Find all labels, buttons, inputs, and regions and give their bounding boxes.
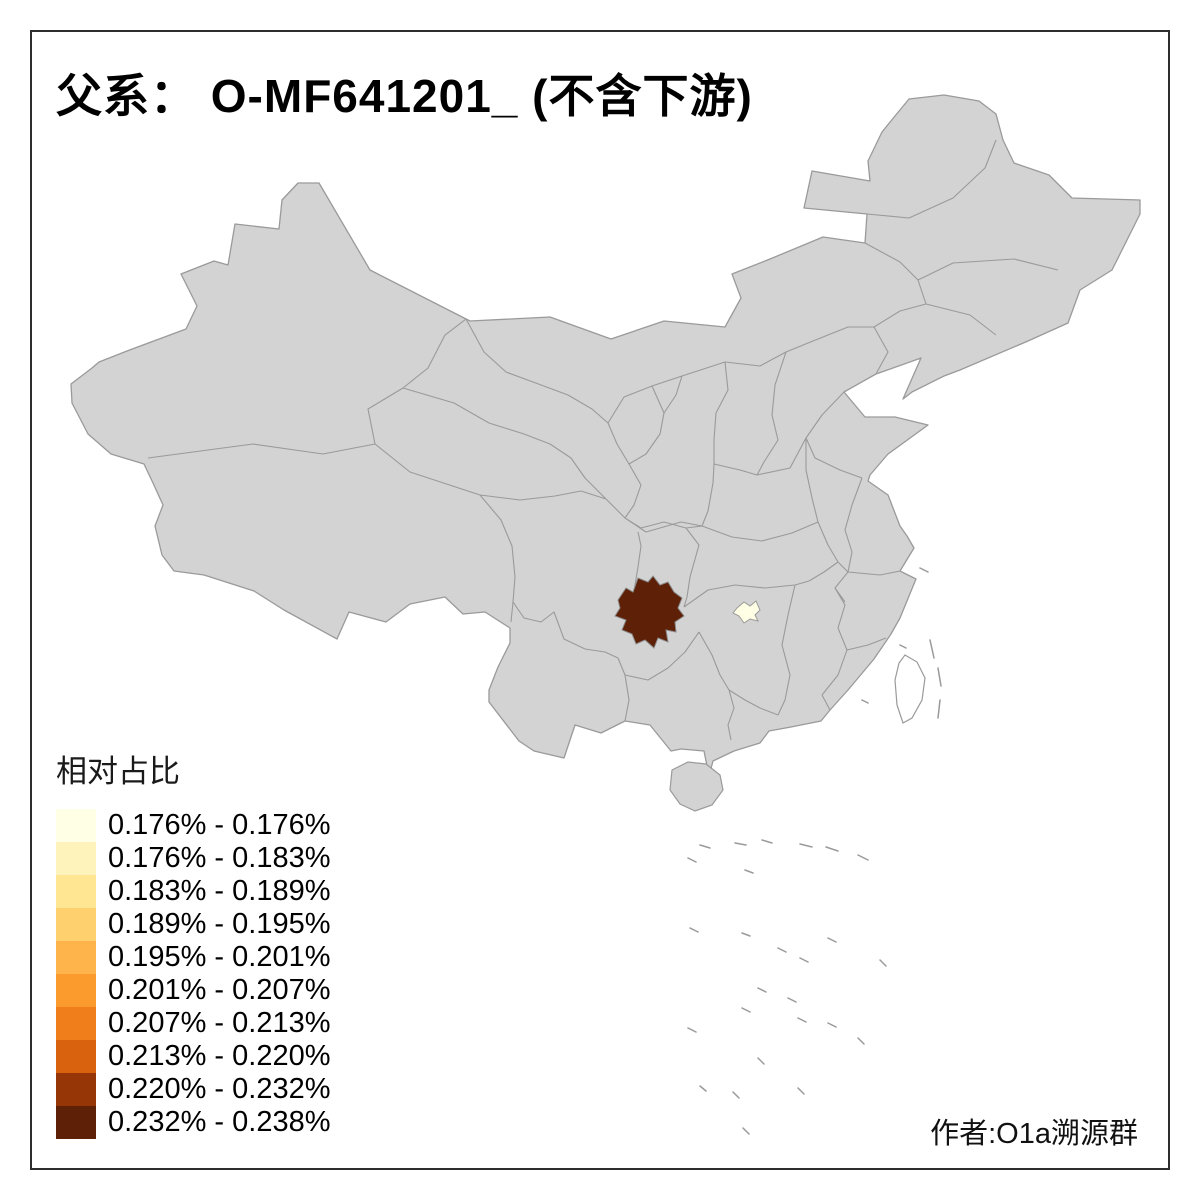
- region-light: [732, 600, 761, 624]
- legend-swatch: [56, 1007, 96, 1040]
- legend-swatch: [56, 1073, 96, 1106]
- legend-swatch: [56, 1040, 96, 1073]
- legend: 相对占比 0.176% - 0.176% 0.176% - 0.183% 0.183…: [56, 746, 330, 1139]
- legend-label: 0.189% - 0.195%: [108, 908, 331, 940]
- region-dark: [614, 575, 685, 649]
- legend-entry: 0.176% - 0.176%: [56, 809, 330, 842]
- legend-label: 0.176% - 0.176%: [108, 809, 331, 841]
- south-china-sea-dashes: [687, 639, 942, 1135]
- page-title: 父系： O-MF641201_ (不含下游): [56, 70, 753, 122]
- legend-label: 0.201% - 0.207%: [108, 974, 331, 1006]
- legend-entry: 0.213% - 0.220%: [56, 1040, 330, 1073]
- legend-swatch: [56, 875, 96, 908]
- legend-swatch: [56, 941, 96, 974]
- legend-entry: 0.195% - 0.201%: [56, 941, 330, 974]
- legend-title: 相对占比: [56, 754, 180, 789]
- legend-entry: 0.220% - 0.232%: [56, 1073, 330, 1106]
- legend-entry: 0.201% - 0.207%: [56, 974, 330, 1007]
- legend-label: 0.220% - 0.232%: [108, 1073, 331, 1105]
- hainan-island: [669, 761, 724, 812]
- taiwan-island: [894, 654, 926, 724]
- province-borders: [147, 139, 1059, 741]
- china-mainland: [70, 94, 1141, 777]
- legend-entry: 0.189% - 0.195%: [56, 908, 330, 941]
- legend-swatch: [56, 842, 96, 875]
- legend-label: 0.183% - 0.189%: [108, 875, 331, 907]
- legend-entry: 0.176% - 0.183%: [56, 842, 330, 875]
- legend-entry: 0.207% - 0.213%: [56, 1007, 330, 1040]
- legend-label: 0.232% - 0.238%: [108, 1106, 331, 1138]
- legend-entries: 0.176% - 0.176% 0.176% - 0.183% 0.183% - 0…: [56, 809, 330, 1139]
- legend-label: 0.195% - 0.201%: [108, 941, 331, 973]
- legend-label: 0.207% - 0.213%: [108, 1007, 331, 1039]
- author-credit: 作者:O1a溯源群: [930, 1118, 1138, 1150]
- legend-label: 0.176% - 0.183%: [108, 842, 331, 874]
- legend-entry: 0.183% - 0.189%: [56, 875, 330, 908]
- legend-swatch: [56, 809, 96, 842]
- legend-swatch: [56, 908, 96, 941]
- legend-entry: 0.232% - 0.238%: [56, 1106, 330, 1139]
- coastal-islets: [861, 567, 929, 704]
- legend-swatch: [56, 1106, 96, 1139]
- legend-label: 0.213% - 0.220%: [108, 1040, 331, 1072]
- legend-swatch: [56, 974, 96, 1007]
